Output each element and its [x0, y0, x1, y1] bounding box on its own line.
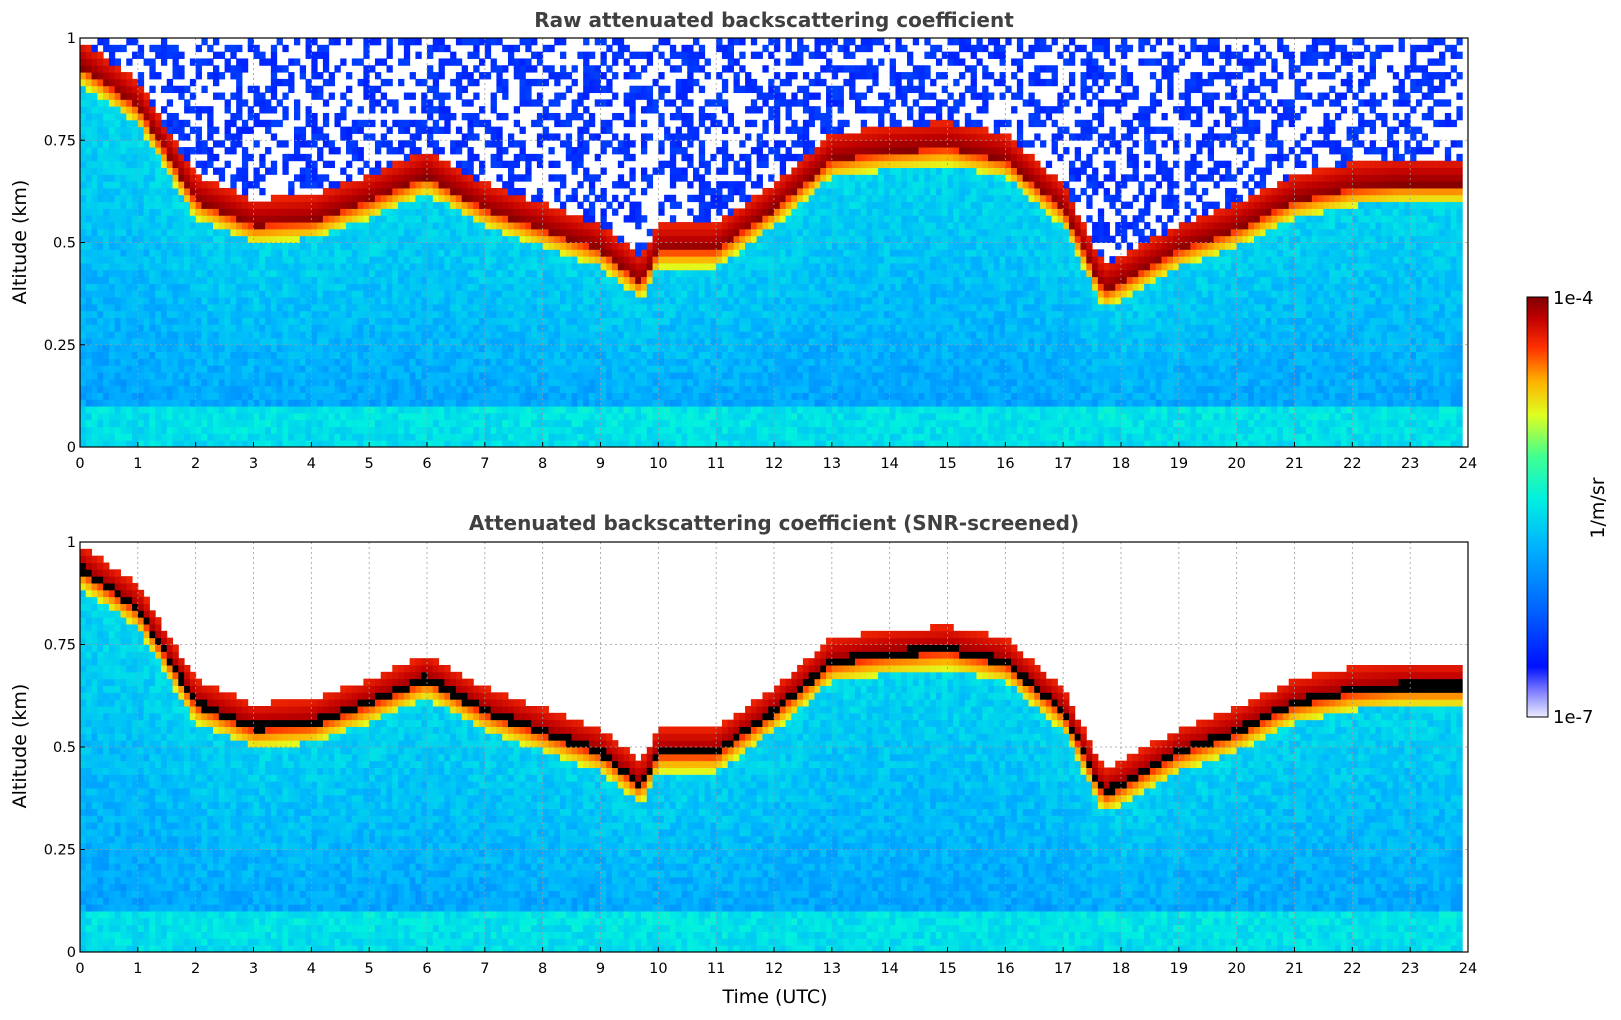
- top-x-tick-label: 2: [191, 456, 200, 472]
- bottom-x-tick-label: 6: [422, 961, 431, 977]
- top-chart-title: Raw attenuated backscattering coefficien…: [534, 8, 1014, 32]
- bottom-y-tick-label: 0: [67, 945, 76, 961]
- bottom-x-tick-label: 3: [249, 961, 258, 977]
- bottom-x-tick-label: 19: [1170, 961, 1188, 977]
- bottom-x-tick-label: 12: [765, 961, 783, 977]
- bottom-x-tick-label: 10: [649, 961, 667, 977]
- top-panel: Raw attenuated backscattering coefficien…: [9, 8, 1477, 472]
- bottom-x-tick-label: 4: [307, 961, 316, 977]
- top-x-tick-label: 7: [480, 456, 489, 472]
- bottom-y-ticks: 0 0.25 0.5 0.75 1: [44, 535, 85, 961]
- bottom-x-tick-label: 20: [1227, 961, 1245, 977]
- top-y-tick-label: 0: [67, 440, 76, 456]
- top-x-tick-label: 18: [1112, 456, 1130, 472]
- top-y-ticks: 0 0.25 0.5 0.75 1: [44, 31, 85, 456]
- bottom-y-axis-label: Altitude (km): [9, 684, 31, 809]
- bottom-x-tick-label: 16: [996, 961, 1014, 977]
- bottom-y-tick-label: 0.5: [53, 740, 76, 756]
- top-x-tick-label: 11: [707, 456, 725, 472]
- bottom-y-tick-label: 1: [67, 535, 76, 551]
- bottom-y-tick-label: 0.25: [44, 843, 76, 859]
- top-x-tick-label: 1: [133, 456, 142, 472]
- bottom-x-tick-label: 1: [133, 961, 142, 977]
- top-x-tick-label: 10: [649, 456, 667, 472]
- top-x-tick-label: 24: [1459, 456, 1477, 472]
- top-y-tick-label: 0.5: [53, 236, 76, 252]
- top-y-tick-label: 0.25: [44, 338, 76, 354]
- colorbar: 1e-4 1e-7 1/m/sr: [1526, 288, 1609, 728]
- x-axis-label: Time (UTC): [721, 986, 827, 1008]
- top-x-tick-label: 4: [307, 456, 316, 472]
- top-heatmap: [80, 38, 1468, 447]
- top-gridlines: [80, 38, 1468, 447]
- bottom-x-tick-label: 0: [75, 961, 84, 977]
- bottom-gridlines: [80, 542, 1468, 952]
- bottom-chart-title: Attenuated backscattering coefficient (S…: [469, 511, 1079, 535]
- bottom-x-tick-label: 14: [880, 961, 898, 977]
- top-x-tick-label: 3: [249, 456, 258, 472]
- bottom-x-tick-label: 21: [1285, 961, 1303, 977]
- top-x-tick-label: 14: [880, 456, 898, 472]
- top-x-tick-label: 9: [596, 456, 605, 472]
- bottom-x-tick-label: 9: [596, 961, 605, 977]
- top-x-tick-label: 15: [938, 456, 956, 472]
- bottom-x-tick-label: 24: [1459, 961, 1477, 977]
- top-x-tick-label: 19: [1170, 456, 1188, 472]
- bottom-panel: Attenuated backscattering coefficient (S…: [9, 511, 1477, 1008]
- top-x-tick-label: 5: [365, 456, 374, 472]
- top-x-tick-label: 17: [1054, 456, 1072, 472]
- bottom-x-tick-label: 11: [707, 961, 725, 977]
- top-x-tick-label: 22: [1343, 456, 1361, 472]
- bottom-x-tick-label: 2: [191, 961, 200, 977]
- top-x-tick-label: 6: [422, 456, 431, 472]
- bottom-x-tick-label: 18: [1112, 961, 1130, 977]
- top-y-tick-label: 1: [67, 31, 76, 47]
- bottom-x-tick-label: 5: [365, 961, 374, 977]
- bottom-x-tick-label: 23: [1401, 961, 1419, 977]
- top-x-tick-label: 23: [1401, 456, 1419, 472]
- top-y-tick-label: 0.75: [44, 133, 76, 149]
- bottom-y-tick-label: 0.75: [44, 638, 76, 654]
- bottom-x-tick-label: 17: [1054, 961, 1072, 977]
- top-x-tick-label: 20: [1227, 456, 1245, 472]
- top-x-tick-label: 0: [75, 456, 84, 472]
- bottom-x-tick-label: 7: [480, 961, 489, 977]
- colorbar-max-label: 1e-4: [1553, 288, 1593, 309]
- bottom-x-tick-label: 22: [1343, 961, 1361, 977]
- top-x-tick-label: 13: [823, 456, 841, 472]
- top-x-tick-label: 12: [765, 456, 783, 472]
- colorbar-min-label: 1e-7: [1553, 707, 1593, 728]
- bottom-x-tick-label: 15: [938, 961, 956, 977]
- top-x-tick-label: 8: [538, 456, 547, 472]
- colorbar-unit-label: 1/m/sr: [1587, 477, 1609, 538]
- top-y-axis-label: Altitude (km): [9, 180, 31, 305]
- bottom-x-ticks: 0 1 2 3 4 5 6 7 8 9 10 11 12 13 14 15 16 17 18 19 20 21 22 23 24: [75, 947, 1477, 977]
- top-x-tick-label: 16: [996, 456, 1014, 472]
- colorbar-gradient: [1526, 296, 1549, 718]
- top-x-ticks: 0 1 2 3 4 5 6 7 8 9 10 11 12 13 14 15 16 17 18 19 20 21 22 23 24: [75, 442, 1477, 472]
- top-x-tick-label: 21: [1285, 456, 1303, 472]
- bottom-x-tick-label: 13: [823, 961, 841, 977]
- bottom-x-tick-label: 8: [538, 961, 547, 977]
